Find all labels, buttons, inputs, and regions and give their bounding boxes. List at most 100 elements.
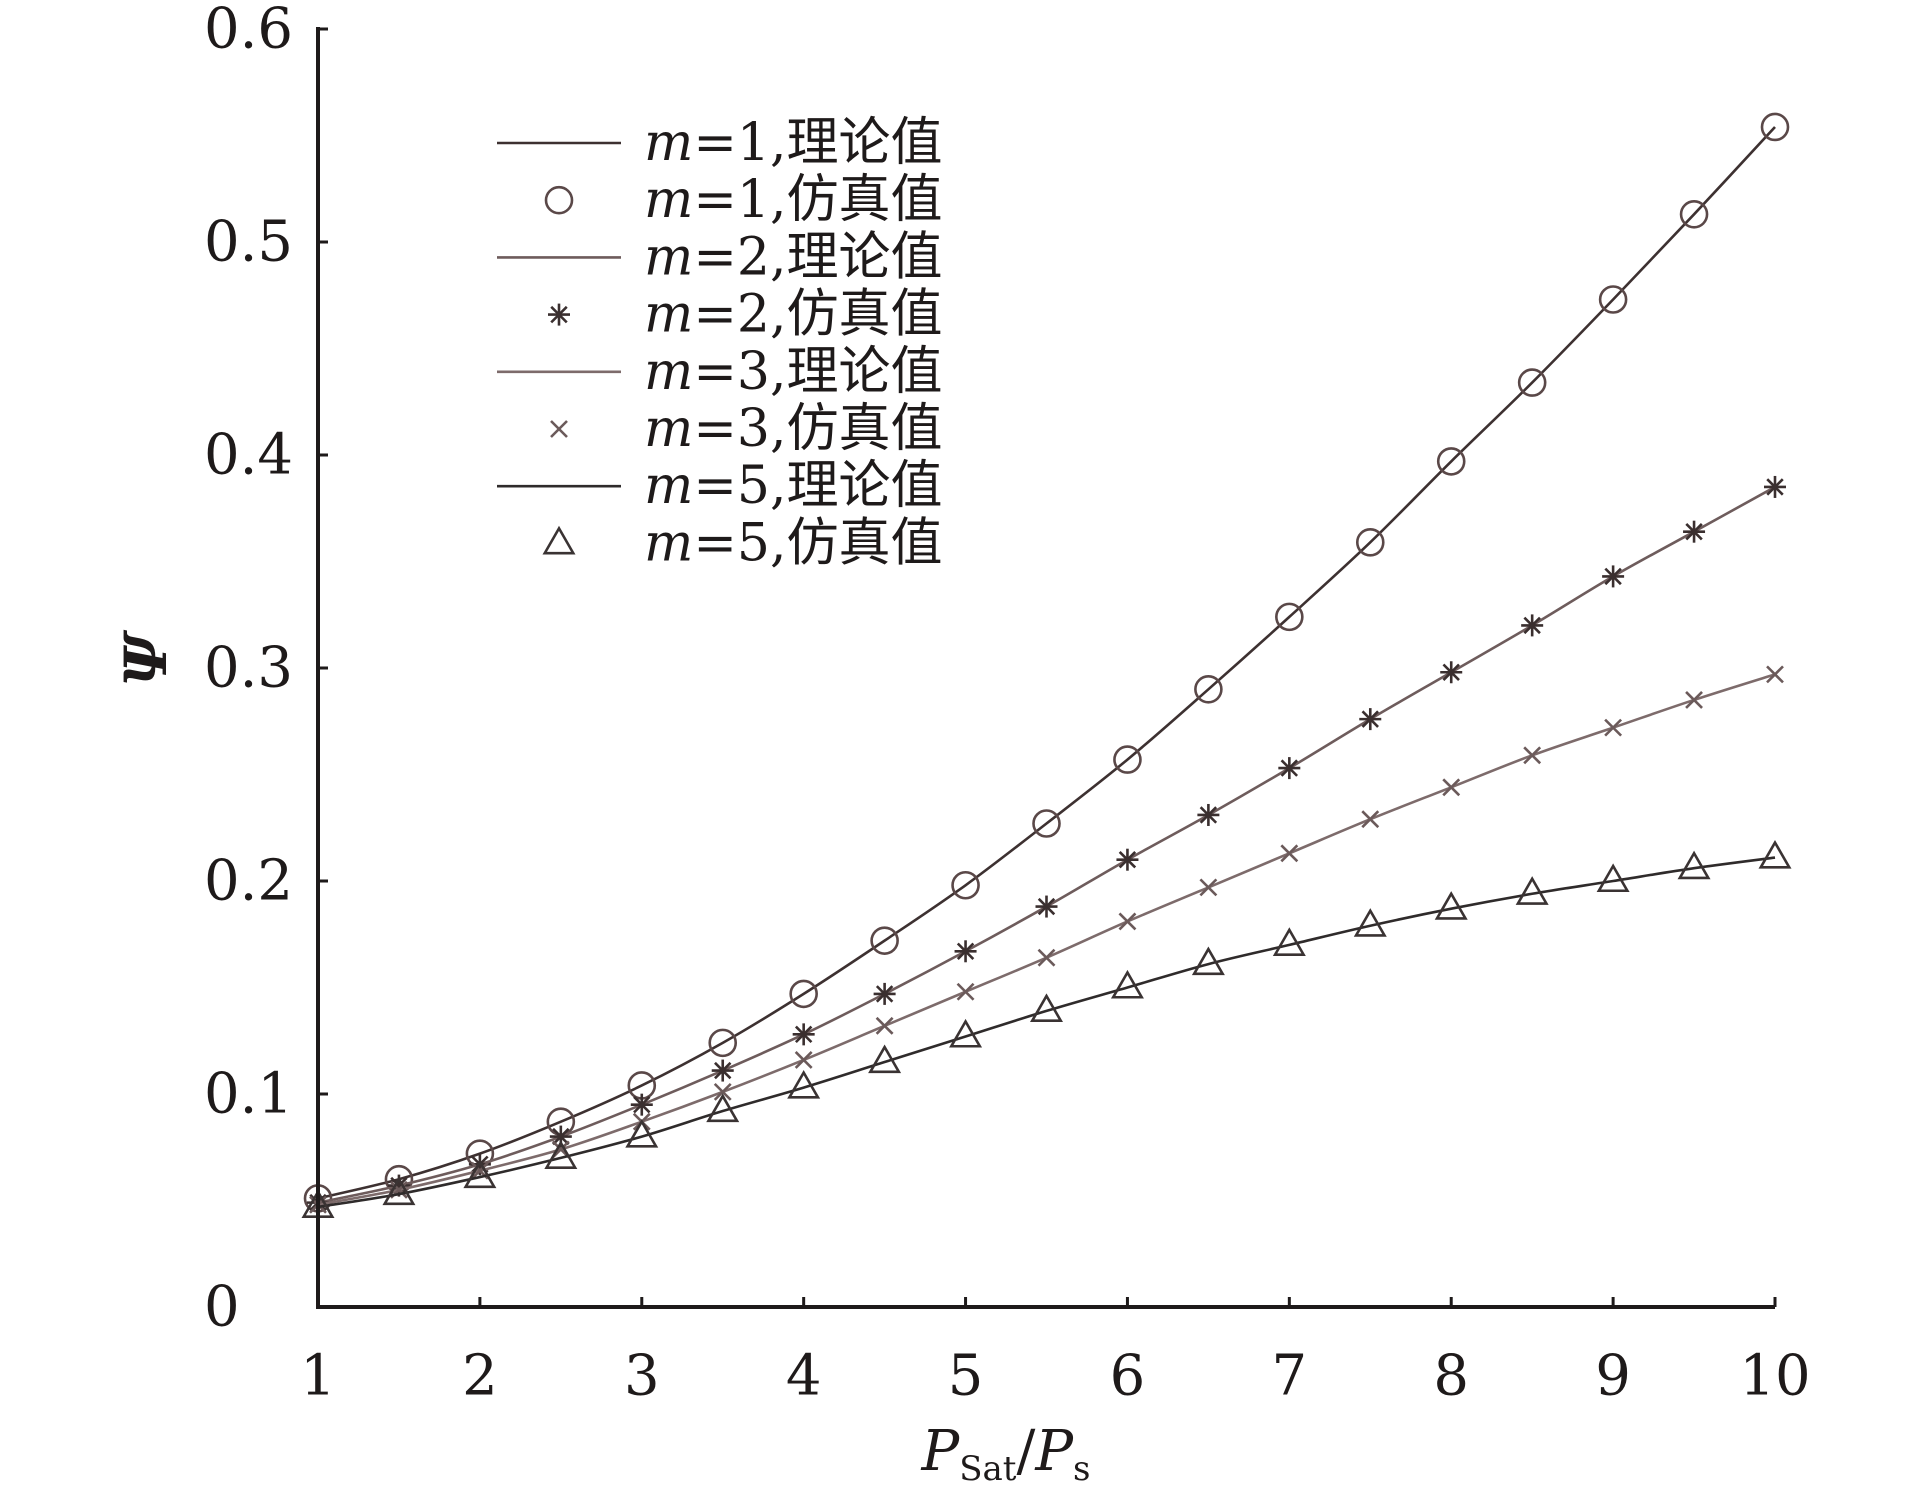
y-axis-label: Ψ: [112, 629, 180, 686]
x-label-sub1: Sat: [959, 1449, 1017, 1489]
x-label-p2: P: [1034, 1419, 1074, 1484]
data-point-circle: [1679, 200, 1709, 229]
x-label-sep: /: [1016, 1419, 1035, 1484]
data-point-x: [1037, 948, 1056, 967]
y-tick-label: 0.4: [204, 423, 293, 488]
legend-item: m=1,理论值: [497, 113, 943, 173]
data-point-triangle: [382, 1176, 416, 1206]
data-point-triangle: [1434, 891, 1468, 920]
legend-marker-x: [550, 420, 568, 438]
data-point-star: [954, 940, 977, 963]
x-tick-label: 6: [1110, 1344, 1146, 1409]
data-point-triangle: [706, 1093, 740, 1123]
series-points-5: [309, 665, 1784, 1214]
data-point-circle: [1760, 112, 1790, 142]
legend-marker-circle: [544, 185, 574, 215]
data-point-circle: [1275, 602, 1304, 632]
y-tick-label: 0.2: [204, 849, 293, 914]
data-point-circle: [1517, 368, 1547, 397]
data-point-x: [1766, 665, 1784, 684]
data-point-star: [1602, 565, 1625, 588]
series-layer: [301, 112, 1792, 1218]
data-point-star: [1521, 614, 1544, 637]
x-tick-label: 5: [948, 1344, 984, 1409]
data-point-x: [1523, 746, 1542, 765]
data-point-triangle: [1272, 927, 1306, 956]
data-point-circle: [1355, 528, 1385, 557]
data-point-triangle: [463, 1159, 497, 1189]
data-point-circle: [870, 926, 899, 955]
legend-item: m=3,理论值: [497, 342, 943, 402]
x-tick-label: 3: [624, 1344, 660, 1409]
data-point-star: [873, 982, 896, 1005]
axes: [316, 27, 1775, 1309]
series-points-3: [307, 475, 1786, 1214]
data-point-star: [1116, 848, 1139, 871]
legend-label: m=3,理论值: [644, 342, 943, 402]
data-point-x: [1199, 878, 1218, 897]
series-points-1: [303, 112, 1790, 1213]
data-point-star: [792, 1023, 815, 1046]
data-point-star: [1683, 520, 1706, 543]
data-point-circle: [1113, 745, 1142, 774]
data-point-triangle: [625, 1118, 659, 1148]
legend-label: m=5,理论值: [644, 456, 943, 516]
x-tick-label: 1: [300, 1344, 336, 1409]
legend-item: m=2,仿真值: [548, 285, 943, 345]
data-point-triangle: [1110, 969, 1144, 999]
data-point-circle: [1032, 809, 1061, 838]
y-tick-label: 0.1: [204, 1062, 293, 1127]
legend-label: m=3,仿真值: [644, 399, 943, 459]
legend-item: m=2,理论值: [497, 227, 943, 287]
legend-item: m=3,仿真值: [550, 399, 943, 459]
data-point-x: [1685, 691, 1703, 709]
x-tick-label: 7: [1272, 1344, 1308, 1409]
data-point-star: [1035, 895, 1058, 918]
data-point-triangle: [1191, 946, 1225, 976]
x-label-sub2: s: [1073, 1449, 1090, 1489]
series-line-0: [317, 126, 1776, 1200]
data-point-circle: [789, 979, 818, 1009]
ticks: 0 0.1 0.2 0.3 0.4 0.5 0.6 1 2 3 4 5 6 7 8 9 10: [204, 0, 1811, 1409]
series-line-4: [317, 673, 1776, 1207]
data-point-star: [1359, 708, 1382, 731]
data-point-x: [875, 1016, 894, 1035]
legend-marker-star: [548, 303, 570, 326]
data-point-x: [1118, 912, 1137, 931]
data-point-triangle: [1677, 850, 1711, 880]
y-tick-label: 0.5: [204, 210, 293, 275]
legend-label: m=2,理论值: [644, 227, 943, 287]
data-point-circle: [1436, 447, 1466, 476]
data-point-x: [956, 982, 975, 1001]
data-point-star: [630, 1093, 653, 1116]
data-point-triangle: [949, 1018, 983, 1048]
legend-label: m=5,仿真值: [644, 513, 943, 573]
legend-marker-triangle: [542, 525, 576, 555]
data-point-triangle: [868, 1044, 902, 1074]
x-tick-label: 8: [1433, 1344, 1469, 1409]
x-tick-label: 4: [786, 1344, 822, 1409]
data-point-x: [1442, 778, 1461, 797]
data-point-star: [1440, 661, 1463, 684]
legend-item: m=5,理论值: [497, 456, 943, 516]
data-point-triangle: [1596, 863, 1630, 893]
legend-item: m=5,仿真值: [542, 513, 943, 573]
data-point-circle: [951, 870, 980, 900]
legend-label: m=1,理论值: [644, 113, 943, 173]
x-label-p1: P: [921, 1419, 961, 1484]
legend-item: m=1,仿真值: [544, 170, 943, 230]
x-axis-label: PSat/Ps: [921, 1419, 1091, 1489]
data-point-x: [794, 1051, 813, 1069]
legend-label: m=2,仿真值: [644, 285, 943, 345]
series-line-6: [317, 856, 1776, 1209]
y-tick-label: 0.6: [204, 0, 293, 62]
data-point-triangle: [544, 1140, 578, 1169]
series-line-2: [317, 485, 1776, 1204]
data-point-star: [711, 1059, 734, 1082]
legend: m=1,理论值m=1,仿真值m=2,理论值m=2,仿真值m=3,理论值m=3,仿…: [497, 113, 943, 573]
data-point-circle: [1194, 674, 1223, 704]
data-point-x: [1361, 810, 1380, 829]
data-point-star: [1764, 475, 1786, 498]
data-point-triangle: [1353, 908, 1387, 937]
